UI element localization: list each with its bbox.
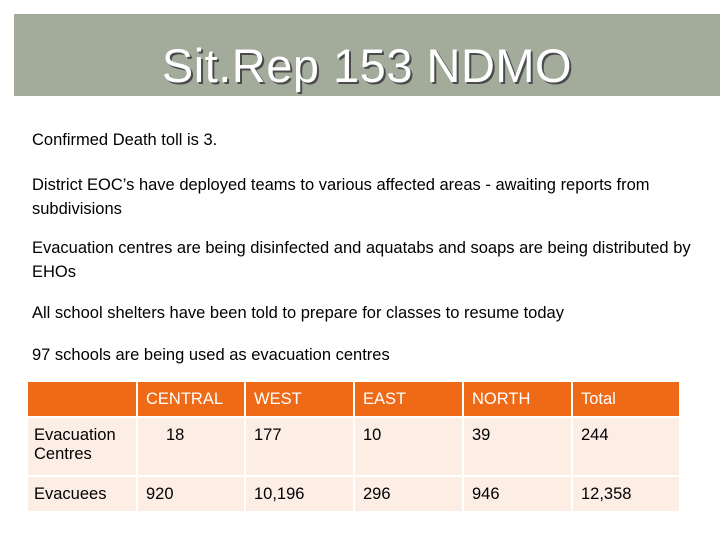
table-row: Evacuation Centres 18 177 10 39 244 (28, 417, 681, 477)
cell-east: 296 (354, 476, 464, 513)
paragraph-district-eoc: District EOC’s have deployed teams to va… (32, 176, 650, 218)
table-header-row: CENTRAL WEST EAST NORTH Total (28, 382, 681, 418)
cell-central: 18 (137, 417, 246, 477)
table-header-west: WEST (245, 382, 355, 418)
paragraph-schools-used: 97 schools are being used as evacuation … (32, 346, 390, 364)
cell-west: 177 (245, 417, 355, 477)
table-header-east: EAST (354, 382, 464, 418)
title-bar: Sit.Rep 153 NDMO (14, 14, 720, 106)
cell-central: 920 (137, 476, 246, 513)
table-header-blank (28, 382, 138, 418)
cell-east: 10 (354, 417, 464, 477)
paragraph-evacuation-centres: Evacuation centres are being disinfected… (32, 239, 691, 281)
evacuation-table: CENTRAL WEST EAST NORTH Total Evacuation… (28, 382, 681, 513)
cell-north: 946 (463, 476, 573, 513)
row-label-evacuation-centres: Evacuation Centres (28, 417, 138, 477)
table-header-total: Total (572, 382, 681, 418)
row-label-evacuees: Evacuees (28, 476, 138, 513)
table-row: Evacuees 920 10,196 296 946 12,358 (28, 476, 681, 513)
slide-title: Sit.Rep 153 NDMO (161, 39, 573, 92)
cell-total: 12,358 (572, 476, 681, 513)
table-header-north: NORTH (463, 382, 573, 418)
paragraph-death-toll: Confirmed Death toll is 3. (32, 131, 218, 149)
cell-total: 244 (572, 417, 681, 477)
table-header-central: CENTRAL (137, 382, 246, 418)
cell-west: 10,196 (245, 476, 355, 513)
paragraph-school-shelters: All school shelters have been told to pr… (32, 304, 564, 322)
cell-north: 39 (463, 417, 573, 477)
